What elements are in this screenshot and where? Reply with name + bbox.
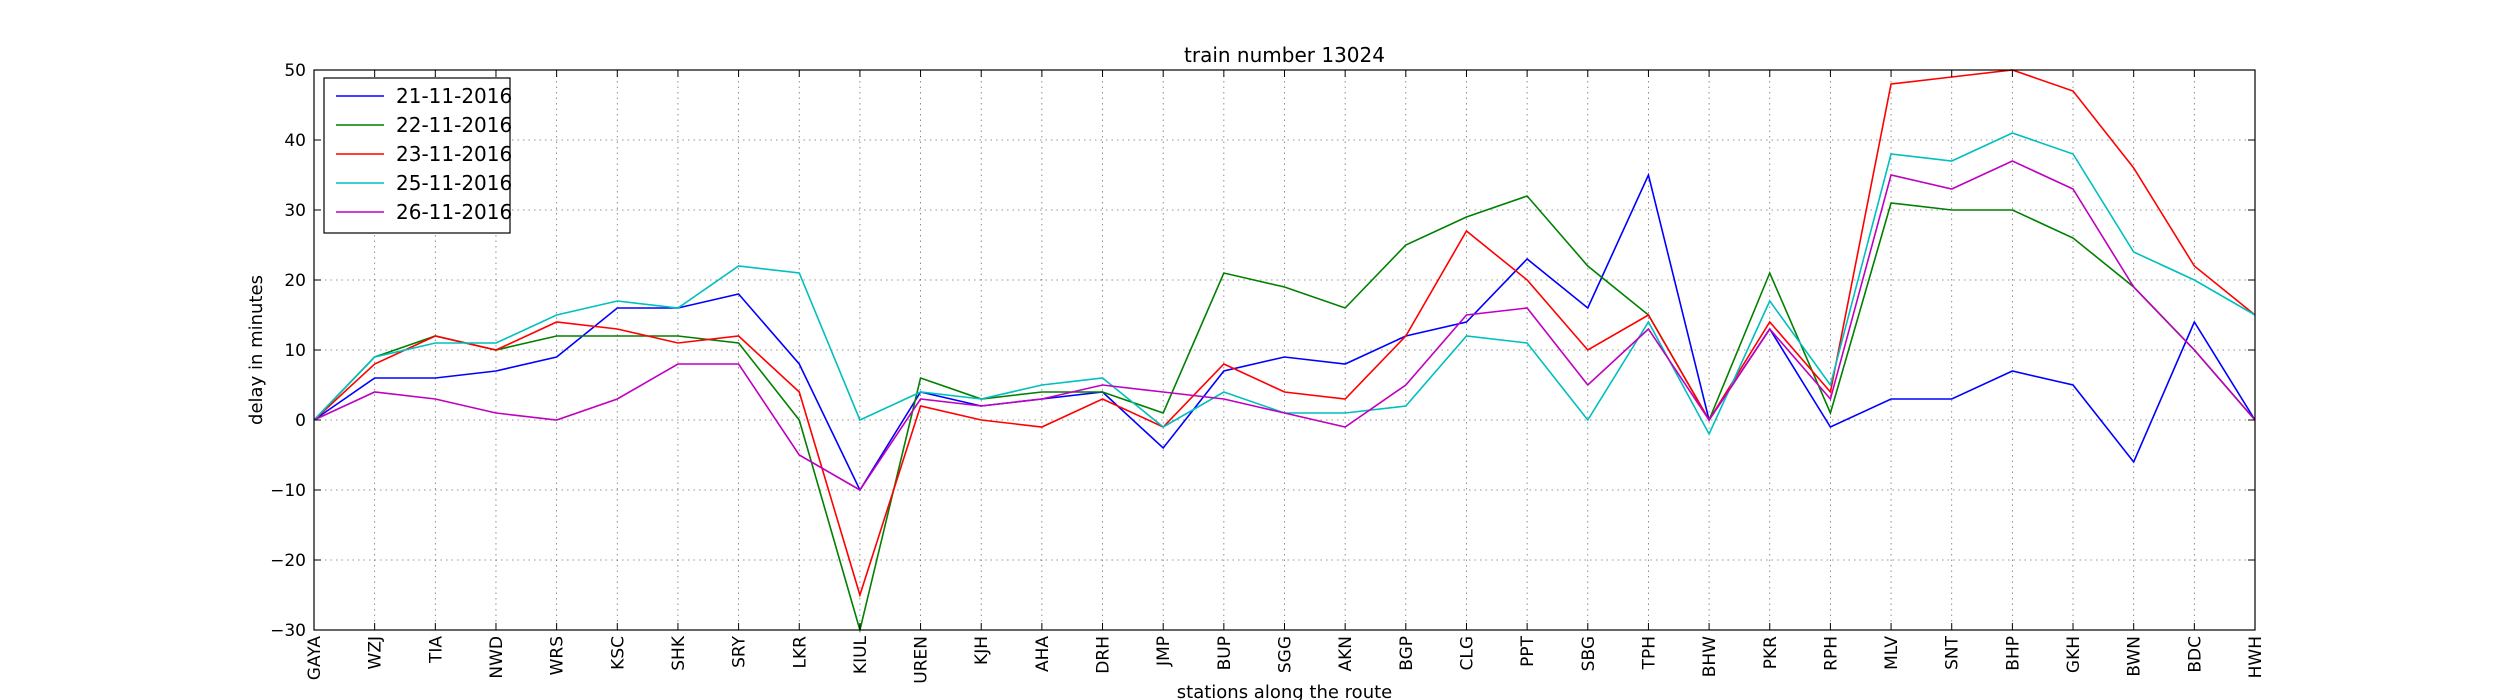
x-tick-label: HWH — [2246, 636, 2266, 678]
x-tick-label: BDC — [2185, 636, 2205, 673]
x-tick-label: UREN — [912, 636, 932, 684]
x-tick-label: BHW — [1700, 636, 1720, 677]
legend-box — [323, 77, 511, 234]
y-tick-label: 40 — [284, 131, 306, 151]
series-line-26-11-2016 — [313, 160, 2256, 492]
x-tick-label: WRS — [548, 636, 568, 675]
x-tick-label: AHA — [1033, 636, 1053, 672]
series-line-23-11-2016 — [313, 69, 2256, 598]
series-line-22-11-2016 — [313, 195, 2256, 634]
x-tick-label: JMP — [1154, 636, 1174, 667]
x-tick-label: KSC — [608, 636, 628, 670]
x-tick-label: GAYA — [305, 636, 325, 681]
x-tick-label: SBG — [1579, 636, 1599, 671]
series-line-25-11-2016 — [313, 132, 2256, 436]
x-axis-label: stations along the route — [1177, 682, 1392, 700]
y-tick-label: −30 — [270, 621, 306, 641]
y-tick-label: 10 — [284, 341, 306, 361]
y-tick-label: −10 — [270, 481, 306, 501]
grid-layer — [314, 70, 2255, 630]
x-tick-label: BGP — [1397, 636, 1417, 671]
x-tick-label: AKN — [1336, 636, 1356, 672]
legend-label: 25-11-2016 — [396, 171, 512, 195]
legend-label: 21-11-2016 — [396, 84, 512, 108]
chart-title: train number 13024 — [1184, 43, 1385, 67]
y-axis-label: delay in minutes — [246, 275, 267, 425]
y-tick-label: 50 — [284, 61, 306, 81]
x-tick-label: PKR — [1761, 636, 1781, 669]
x-tick-label: BHP — [2003, 636, 2023, 671]
x-tick-label: BUP — [1215, 636, 1235, 670]
series-line-21-11-2016 — [313, 172, 2256, 492]
legend-items: 21-11-2016 22-11-2016 23-11-2016 25-11-2016… — [336, 84, 512, 224]
x-tick-label: NWD — [487, 636, 507, 679]
x-tick-label: WZJ — [366, 636, 386, 669]
x-tick-label: TPH — [1639, 636, 1659, 670]
y-tick-label: 30 — [284, 201, 306, 221]
x-tick-label: SNT — [1943, 635, 1963, 670]
x-tick-label: SHK — [669, 635, 689, 671]
x-tick-label: BWN — [2125, 636, 2145, 677]
series-layer — [313, 69, 2256, 634]
x-tick-label: PPT — [1518, 635, 1538, 667]
legend-label: 22-11-2016 — [396, 113, 512, 137]
x-tick-label: KJH — [972, 636, 992, 665]
y-tick-label: −20 — [270, 551, 306, 571]
x-tick-label: KIUL — [851, 635, 871, 674]
y-tick-label: 20 — [284, 271, 306, 291]
legend-label: 23-11-2016 — [396, 142, 512, 166]
legend: 21-11-2016 22-11-2016 23-11-2016 25-11-2016… — [323, 77, 512, 234]
x-tick-label: GKH — [2064, 636, 2084, 673]
x-tick-label: MLV — [1882, 636, 1902, 670]
y-tick-layer: −30 −20 −10 0 10 20 30 40 50 — [270, 61, 2255, 641]
x-tick-label: SGG — [1276, 636, 1296, 673]
x-tick-label: TIA — [426, 636, 446, 664]
x-tick-layer: GAYA WZJ TIA NWD WRS KSC SHK SRY LKR KIUL UREN KJH A… — [305, 70, 2266, 684]
x-tick-label: LKR — [790, 636, 810, 669]
x-tick-label: DRH — [1094, 636, 1114, 674]
x-tick-label: SRY — [730, 635, 750, 668]
legend-label: 26-11-2016 — [396, 200, 512, 224]
x-tick-label: CLG — [1457, 636, 1477, 671]
y-tick-label: 0 — [295, 411, 306, 431]
x-tick-label: RPH — [1821, 636, 1841, 671]
